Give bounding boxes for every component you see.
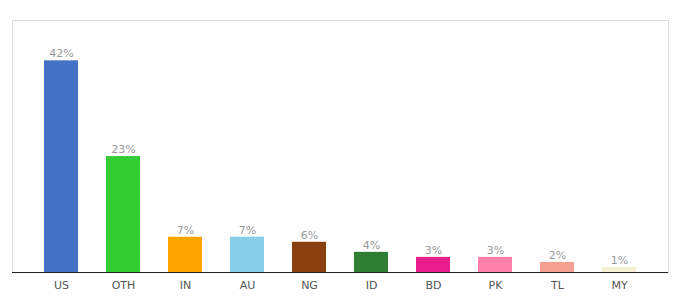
- svg-text:23%: 23%: [111, 143, 135, 156]
- svg-text:4%: 4%: [363, 239, 380, 252]
- svg-text:IN: IN: [180, 279, 191, 292]
- svg-text:3%: 3%: [487, 244, 504, 257]
- svg-text:NG: NG: [301, 279, 318, 292]
- svg-text:1%: 1%: [611, 254, 628, 267]
- svg-text:6%: 6%: [301, 229, 318, 242]
- svg-text:AU: AU: [240, 279, 256, 292]
- svg-text:7%: 7%: [177, 224, 194, 237]
- svg-text:MY: MY: [611, 279, 627, 292]
- svg-text:TL: TL: [550, 279, 565, 292]
- svg-text:ID: ID: [366, 279, 378, 292]
- svg-text:PK: PK: [489, 279, 504, 292]
- svg-text:BD: BD: [425, 279, 441, 292]
- svg-text:OTH: OTH: [112, 279, 136, 292]
- svg-text:2%: 2%: [549, 249, 566, 262]
- svg-text:42%: 42%: [49, 47, 73, 60]
- svg-text:3%: 3%: [425, 244, 442, 257]
- svg-text:7%: 7%: [239, 224, 256, 237]
- svg-text:US: US: [54, 279, 69, 292]
